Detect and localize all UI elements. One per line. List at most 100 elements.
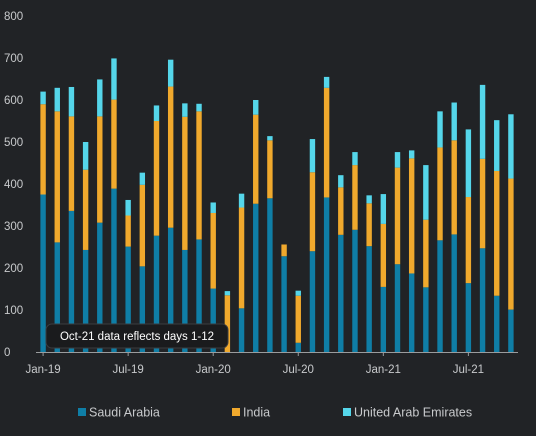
bar-united-arab-emirates-2021-01 xyxy=(380,194,387,224)
bar-united-arab-emirates-2019-05 xyxy=(97,79,103,117)
bar-united-arab-emirates-2019-03 xyxy=(68,86,75,117)
plot-area xyxy=(40,58,514,352)
bar-united-arab-emirates-2021-02 xyxy=(394,152,401,168)
x-tick-label: Jan-21 xyxy=(366,364,401,376)
bar-saudi-arabia-2020-01 xyxy=(210,288,216,352)
bar-saudi-arabia-2020-05 xyxy=(267,198,273,352)
bar-saudi-arabia-2019-03 xyxy=(68,210,75,352)
bar-united-arab-emirates-2021-07 xyxy=(465,129,472,198)
y-tick-label: 400 xyxy=(4,179,23,191)
bar-saudi-arabia-2019-05 xyxy=(97,222,103,352)
bar-india-2021-09 xyxy=(494,170,500,296)
bar-saudi-arabia-2019-11 xyxy=(182,249,188,352)
annotation-text: Oct-21 data reflects days 1-12 xyxy=(60,331,214,343)
bar-saudi-arabia-2021-07 xyxy=(465,283,472,352)
bar-india-2020-07 xyxy=(295,295,301,343)
bar-united-arab-emirates-2021-08 xyxy=(479,84,486,159)
y-tick-label: 500 xyxy=(4,137,23,149)
bar-india-2019-08 xyxy=(139,184,146,267)
bar-saudi-arabia-2021-09 xyxy=(494,295,500,352)
bar-united-arab-emirates-2021-05 xyxy=(437,111,443,148)
legend: Saudi Arabia India United Arab Emirates xyxy=(78,406,472,420)
bar-united-arab-emirates-2019-04 xyxy=(82,142,89,170)
bar-saudi-arabia-2021-06 xyxy=(451,234,457,352)
bar-india-2021-06 xyxy=(451,140,457,235)
legend-swatch-united-arab-emirates xyxy=(343,408,351,416)
y-tick-label: 200 xyxy=(4,263,23,275)
bar-united-arab-emirates-2019-02 xyxy=(54,87,60,112)
bar-united-arab-emirates-2020-11 xyxy=(352,152,358,166)
y-axis: 0 100 200 300 400 500 600 700 800 xyxy=(4,11,23,359)
bar-united-arab-emirates-2021-03 xyxy=(408,150,415,159)
x-axis: Jan-19 Jul-19 Jan-20 Jul-20 Jan-21 Jul-21 xyxy=(26,352,484,376)
bar-india-2021-08 xyxy=(479,158,486,249)
bar-united-arab-emirates-2019-06 xyxy=(111,58,117,100)
x-tick-label: Jul-19 xyxy=(112,364,143,376)
bar-india-2019-10 xyxy=(167,86,174,228)
bar-saudi-arabia-2020-03 xyxy=(238,308,245,352)
bar-saudi-arabia-2019-12 xyxy=(196,239,202,352)
bar-united-arab-emirates-2020-03 xyxy=(238,193,245,208)
bar-india-2021-10 xyxy=(508,178,514,310)
bar-saudi-arabia-2019-04 xyxy=(82,249,89,352)
bar-saudi-arabia-2021-04 xyxy=(423,287,429,352)
annotation-box: Oct-21 data reflects days 1-12 xyxy=(45,323,229,349)
bar-saudi-arabia-2021-02 xyxy=(394,264,401,352)
x-tick-label: Jan-19 xyxy=(26,364,61,376)
bar-india-2020-11 xyxy=(352,165,358,230)
x-tick-label: Jan-20 xyxy=(196,364,231,376)
bar-india-2020-08 xyxy=(309,172,316,252)
bar-india-2019-12 xyxy=(196,111,202,240)
bar-india-2019-05 xyxy=(97,116,103,223)
bar-india-2021-02 xyxy=(394,167,401,265)
bar-united-arab-emirates-2021-10 xyxy=(508,114,514,179)
y-tick-label: 0 xyxy=(4,347,10,359)
bar-saudi-arabia-2021-10 xyxy=(508,309,514,352)
bar-saudi-arabia-2019-07 xyxy=(125,246,131,352)
bar-united-arab-emirates-2019-10 xyxy=(167,59,174,87)
bar-united-arab-emirates-2021-09 xyxy=(494,120,500,171)
bar-saudi-arabia-2021-08 xyxy=(479,248,486,352)
y-tick-label: 600 xyxy=(4,95,23,107)
bar-united-arab-emirates-2019-11 xyxy=(182,103,188,117)
x-tick-label: Jul-21 xyxy=(453,364,484,376)
bar-saudi-arabia-2019-10 xyxy=(167,227,174,352)
legend-label: Saudi Arabia xyxy=(89,406,160,420)
bar-india-2019-02 xyxy=(54,111,60,243)
bar-united-arab-emirates-2020-10 xyxy=(338,175,344,188)
bar-saudi-arabia-2020-08 xyxy=(309,251,316,352)
bar-united-arab-emirates-2020-04 xyxy=(253,100,259,115)
bar-india-2019-09 xyxy=(153,121,160,236)
bar-india-2021-04 xyxy=(423,219,429,288)
bar-india-2020-10 xyxy=(338,187,344,235)
bar-united-arab-emirates-2021-04 xyxy=(423,165,429,220)
bar-india-2021-01 xyxy=(380,223,387,287)
bar-india-2020-12 xyxy=(366,203,372,247)
bar-united-arab-emirates-2020-07 xyxy=(295,290,301,296)
bar-india-2020-09 xyxy=(323,87,330,198)
y-tick-label: 300 xyxy=(4,221,23,233)
y-tick-label: 700 xyxy=(4,53,23,65)
bar-india-2020-02 xyxy=(224,295,231,352)
bar-united-arab-emirates-2020-12 xyxy=(366,195,372,204)
bar-saudi-arabia-2020-04 xyxy=(253,203,259,352)
legend-swatch-saudi-arabia xyxy=(78,408,86,416)
bar-saudi-arabia-2019-09 xyxy=(153,235,160,352)
legend-label: India xyxy=(243,406,270,420)
bar-united-arab-emirates-2021-06 xyxy=(451,102,457,141)
bar-india-2019-03 xyxy=(68,116,75,211)
bar-saudi-arabia-2019-02 xyxy=(54,242,60,352)
bar-india-2021-05 xyxy=(437,147,443,241)
bar-united-arab-emirates-2020-08 xyxy=(309,139,316,173)
bar-united-arab-emirates-2020-09 xyxy=(323,76,330,88)
bar-saudi-arabia-2020-09 xyxy=(323,197,330,352)
bar-united-arab-emirates-2019-12 xyxy=(196,103,202,112)
bar-india-2020-01 xyxy=(210,212,216,289)
bar-india-2021-03 xyxy=(408,158,415,274)
x-tick-label: Jul-20 xyxy=(283,364,314,376)
bar-saudi-arabia-2020-12 xyxy=(366,246,372,352)
bar-india-2019-07 xyxy=(125,215,131,247)
legend-swatch-india xyxy=(232,408,240,416)
legend-label: United Arab Emirates xyxy=(354,406,472,420)
